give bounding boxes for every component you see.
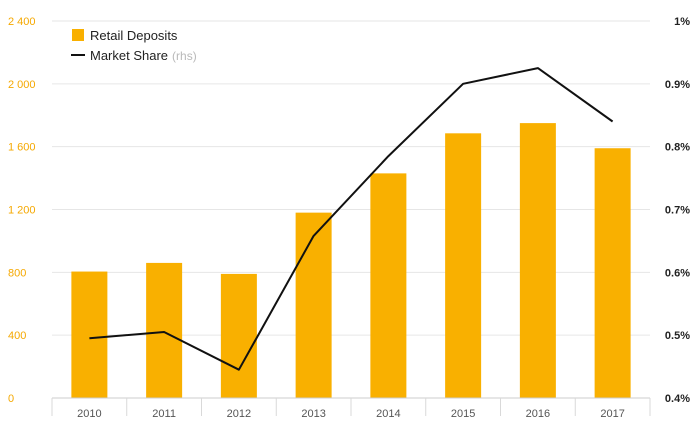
bar-2016 — [519, 123, 556, 399]
y-left-tick-label-2: 800 — [8, 267, 26, 279]
market-share-line — [89, 67, 614, 371]
x-tick-label-2016: 2016 — [526, 408, 550, 420]
bar-2011 — [146, 262, 183, 398]
y-right-tick-label-5: 0.9% — [665, 79, 690, 91]
bar-2017 — [594, 148, 631, 398]
y-left-tick-label-4: 1 600 — [8, 142, 36, 154]
x-tick-label-2017: 2017 — [600, 408, 624, 420]
y-left-tick-label-6: 2 400 — [8, 16, 36, 28]
x-tick-label-2011: 2011 — [152, 408, 176, 420]
x-tick-label-2014: 2014 — [376, 408, 400, 420]
bar-2015 — [445, 133, 482, 399]
gridlines — [52, 20, 650, 336]
line-series-market-share — [89, 67, 614, 371]
y-right-tick-label-4: 0.8% — [665, 142, 690, 154]
legend-label-market-share-name: Market Share — [90, 48, 168, 63]
y-right-tick-label-0: 0.4% — [665, 393, 690, 405]
y-right-tick-label-6: 1% — [674, 16, 690, 28]
legend-label-retail-deposits: Retail Deposits — [90, 28, 178, 43]
legend: Retail Deposits Market Share (rhs) — [71, 28, 197, 63]
axes: 0 400 800 1 200 1 600 2 000 2 400 0.4% 0.5% 0.6% 0… — [8, 16, 690, 420]
legend-label-market-share: Market Share (rhs) — [90, 48, 197, 63]
legend-label-rhs-note: (rhs) — [172, 49, 197, 63]
bar-series-retail-deposits — [71, 123, 631, 399]
x-tick-label-2012: 2012 — [227, 408, 251, 420]
x-tick-label-2013: 2013 — [301, 408, 325, 420]
y-left-tick-label-1: 400 — [8, 330, 26, 342]
bar-2013 — [295, 212, 332, 398]
bar-2010 — [71, 271, 108, 398]
y-left-tick-label-5: 2 000 — [8, 79, 36, 91]
bar-2012 — [220, 273, 257, 398]
y-right-tick-label-2: 0.6% — [665, 267, 690, 279]
legend-swatch-retail-deposits — [72, 29, 84, 41]
y-left-tick-label-0: 0 — [8, 393, 14, 405]
y-right-tick-label-3: 0.7% — [665, 205, 690, 217]
x-tick-label-2010: 2010 — [77, 408, 101, 420]
bar-2014 — [370, 173, 407, 398]
y-left-tick-label-3: 1 200 — [8, 205, 36, 217]
x-tick-label-2015: 2015 — [451, 408, 475, 420]
y-right-tick-label-1: 0.5% — [665, 330, 690, 342]
